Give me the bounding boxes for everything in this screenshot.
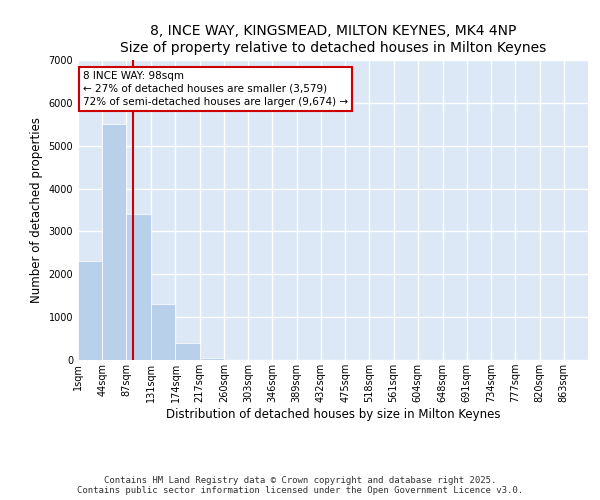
- Y-axis label: Number of detached properties: Number of detached properties: [30, 117, 43, 303]
- Bar: [102, 124, 127, 360]
- Bar: [151, 304, 175, 360]
- X-axis label: Distribution of detached houses by size in Milton Keynes: Distribution of detached houses by size …: [166, 408, 500, 421]
- Bar: [175, 343, 200, 360]
- Bar: [127, 214, 151, 360]
- Bar: [200, 358, 224, 360]
- Title: 8, INCE WAY, KINGSMEAD, MILTON KEYNES, MK4 4NP
Size of property relative to deta: 8, INCE WAY, KINGSMEAD, MILTON KEYNES, M…: [120, 24, 546, 54]
- Text: 8 INCE WAY: 98sqm
← 27% of detached houses are smaller (3,579)
72% of semi-detac: 8 INCE WAY: 98sqm ← 27% of detached hous…: [83, 70, 348, 107]
- Bar: [78, 262, 102, 360]
- Text: Contains HM Land Registry data © Crown copyright and database right 2025.
Contai: Contains HM Land Registry data © Crown c…: [77, 476, 523, 495]
